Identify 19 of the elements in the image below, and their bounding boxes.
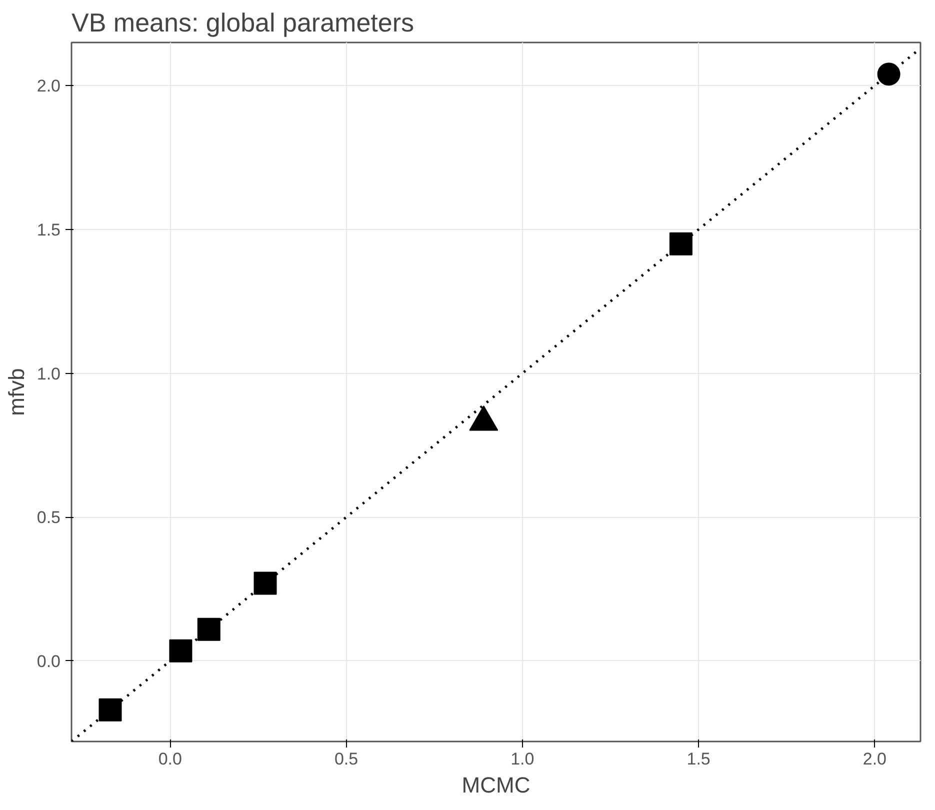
- point: [169, 639, 192, 662]
- point: [254, 572, 277, 595]
- y-tick-label: 1.0: [36, 364, 61, 384]
- x-tick-label: 0.5: [334, 750, 358, 768]
- y-tick-label: 2.0: [36, 76, 61, 96]
- point: [98, 698, 122, 722]
- y-tick-label: 0.5: [36, 508, 61, 528]
- x-axis-title: MCMC: [462, 772, 530, 798]
- point: [669, 232, 692, 256]
- y-tick-label: 0.0: [36, 652, 61, 671]
- x-tick-label: 1.5: [686, 750, 710, 768]
- chart-title: VB means: global parameters: [72, 8, 414, 38]
- y-tick-label: 1.5: [36, 220, 61, 240]
- point: [197, 618, 220, 641]
- x-tick-label: 1.0: [510, 750, 534, 768]
- point: [877, 62, 900, 86]
- x-tick-label: 0.0: [158, 750, 182, 768]
- x-tick-label: 2.0: [862, 750, 887, 768]
- y-axis-title: mfvb: [4, 368, 29, 416]
